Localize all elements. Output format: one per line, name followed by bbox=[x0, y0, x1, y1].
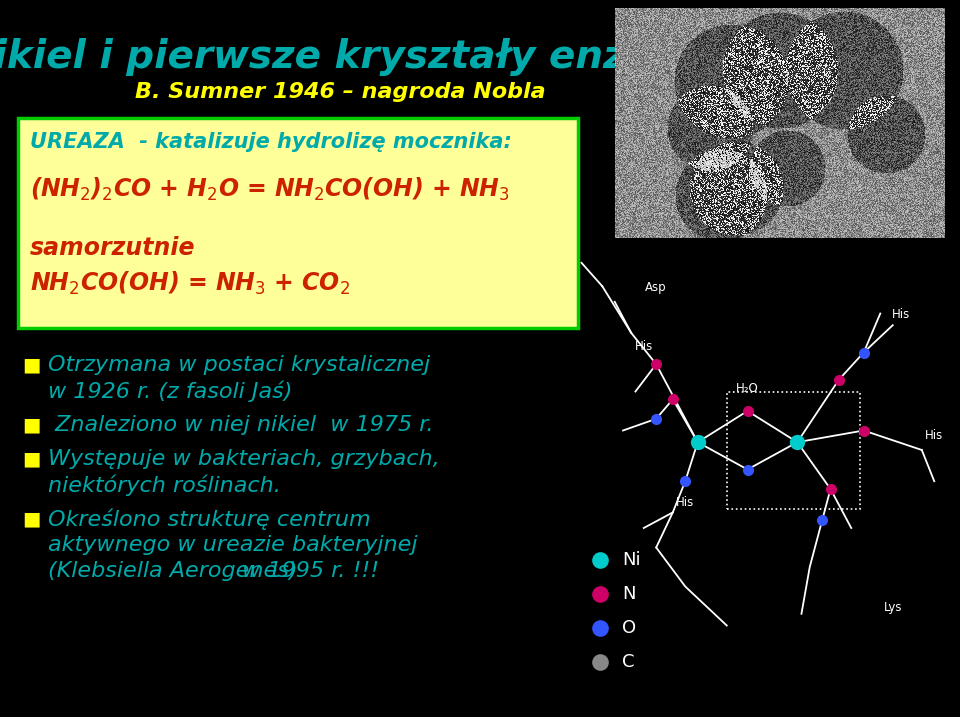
Text: C: C bbox=[622, 653, 635, 671]
Text: ■: ■ bbox=[22, 415, 40, 434]
Text: Lys: Lys bbox=[883, 601, 902, 614]
Text: Ni: Ni bbox=[622, 551, 640, 569]
Text: samorzutnie: samorzutnie bbox=[30, 236, 196, 260]
Text: His: His bbox=[676, 495, 694, 508]
Text: Występuje w bakteriach, grzybach,: Występuje w bakteriach, grzybach, bbox=[48, 449, 440, 469]
Text: w 1995 r. !!!: w 1995 r. !!! bbox=[235, 561, 379, 581]
Text: ■: ■ bbox=[22, 355, 40, 374]
Text: ■: ■ bbox=[22, 509, 40, 528]
Text: NH$_2$CO(OH) = NH$_3$ + CO$_2$: NH$_2$CO(OH) = NH$_3$ + CO$_2$ bbox=[30, 270, 350, 298]
Text: aktywnego w ureazie bakteryjnej: aktywnego w ureazie bakteryjnej bbox=[48, 535, 418, 555]
Text: Określono strukturę centrum: Określono strukturę centrum bbox=[48, 509, 371, 531]
Bar bbox=[18, 118, 578, 328]
Text: Asp: Asp bbox=[645, 281, 667, 294]
Text: B. Sumner 1946 – nagroda Nobla: B. Sumner 1946 – nagroda Nobla bbox=[134, 82, 545, 102]
Text: Znaleziono w niej nikiel  w 1975 r.: Znaleziono w niej nikiel w 1975 r. bbox=[48, 415, 434, 435]
Text: w 1926 r. (z fasoli Jaś): w 1926 r. (z fasoli Jaś) bbox=[48, 381, 293, 402]
Text: ■: ■ bbox=[22, 449, 40, 468]
Text: (NH$_2$)$_2$CO + H$_2$O = NH$_2$CO(OH) + NH$_3$: (NH$_2$)$_2$CO + H$_2$O = NH$_2$CO(OH) +… bbox=[30, 176, 510, 203]
Text: N: N bbox=[622, 585, 636, 603]
Text: His: His bbox=[925, 429, 944, 442]
Text: His: His bbox=[635, 340, 653, 353]
Text: His: His bbox=[892, 308, 910, 321]
Text: O: O bbox=[622, 619, 636, 637]
Text: Otrzymana w postaci krystalicznej: Otrzymana w postaci krystalicznej bbox=[48, 355, 430, 375]
Text: UREAZA  - katalizuje hydrolizę mocznika:: UREAZA - katalizuje hydrolizę mocznika: bbox=[30, 132, 512, 152]
Text: niektórych roślinach.: niektórych roślinach. bbox=[48, 475, 281, 496]
Text: Nikiel i pierwsze kryształy enzymu: Nikiel i pierwsze kryształy enzymu bbox=[0, 38, 719, 76]
Text: (Klebsiella Aerogenes): (Klebsiella Aerogenes) bbox=[48, 561, 298, 581]
Text: H₂O: H₂O bbox=[736, 382, 758, 395]
